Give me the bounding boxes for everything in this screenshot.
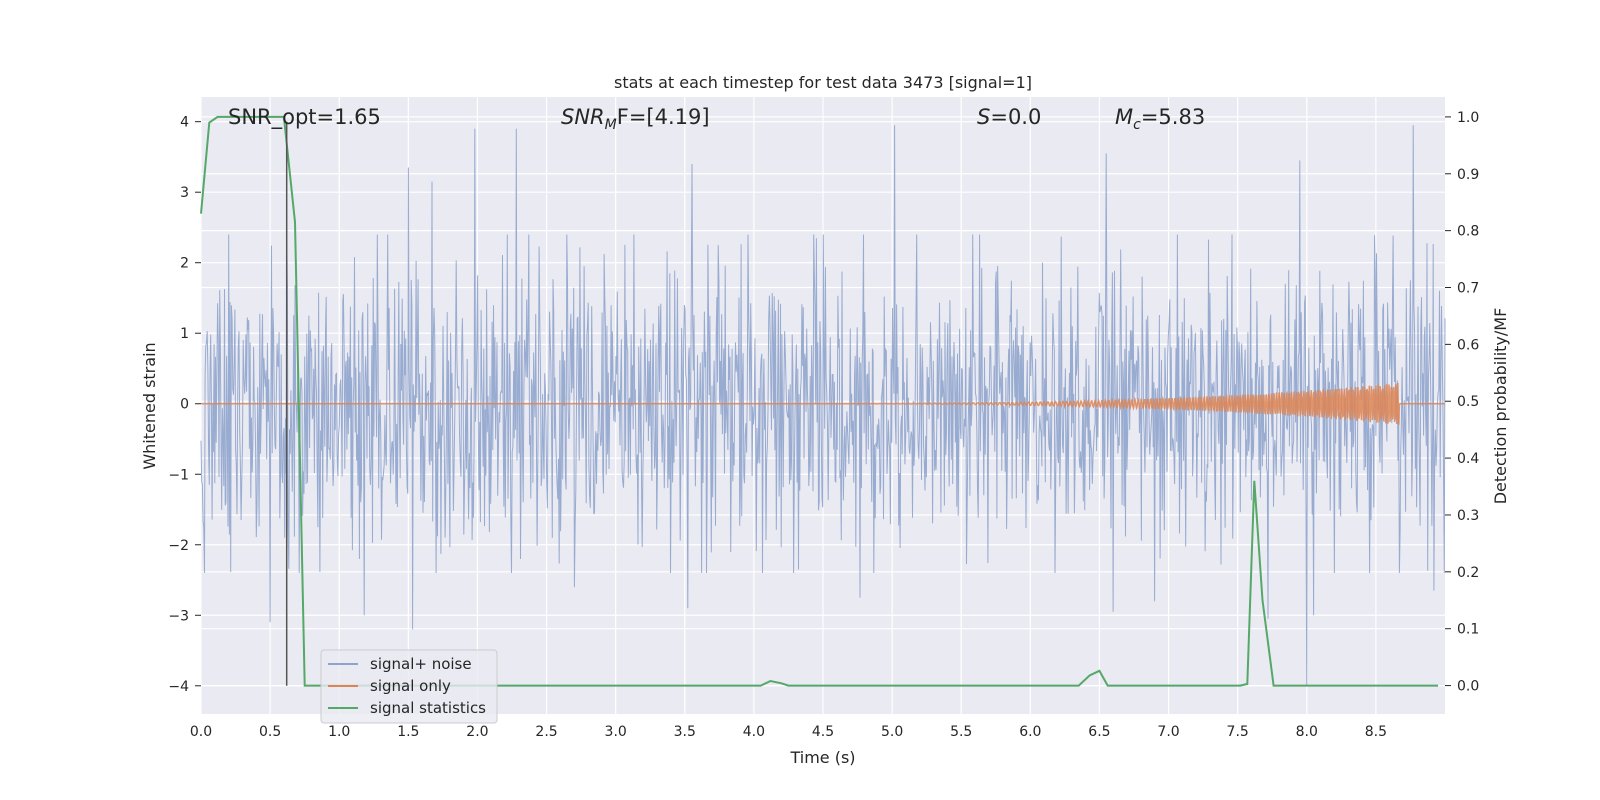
annotation-mc: Mc=5.83 (1115, 105, 1205, 133)
y2-tick-label: 0.4 (1457, 451, 1479, 467)
legend-label-signal-statistics: signal statistics (370, 699, 486, 717)
y2-axis-ticks: 0.0 0.1 0.2 0.3 0.4 0.5 0.6 0.7 0.8 0.9 1.0 (1445, 110, 1479, 695)
series-line-signal-statistics (200, 115, 1439, 687)
series-line-signal-only (201, 382, 1445, 425)
y-tick-label: 3 (180, 185, 189, 201)
x-tick-label: 0.5 (259, 724, 281, 740)
y-tick-label: −2 (168, 538, 189, 554)
y-axis-ticks: −4 −3 −2 −1 0 1 2 3 4 (168, 115, 201, 695)
y2-axis-label: Detection probability/MF (1491, 308, 1510, 505)
series-line-signal-plus-noise (200, 125, 1446, 686)
x-tick-label: 4.0 (743, 724, 765, 740)
y2-tick-label: 0.9 (1457, 167, 1479, 183)
x-tick-label: 4.5 (812, 724, 834, 740)
y2-tick-label: 0.1 (1457, 622, 1479, 638)
annotation-snr-opt: SNR_opt=1.65 (228, 105, 381, 130)
x-tick-label: 0.0 (190, 724, 212, 740)
x-tick-label: 3.5 (674, 724, 696, 740)
y2-tick-label: 0.2 (1457, 565, 1479, 581)
legend-label-signal-only: signal only (370, 677, 451, 695)
series-signal-only (201, 382, 1445, 425)
x-tick-label: 8.0 (1296, 724, 1318, 740)
y-tick-label: 4 (180, 115, 189, 131)
x-axis-label: Time (s) (789, 748, 855, 767)
x-tick-label: 2.5 (535, 724, 557, 740)
y-tick-label: −3 (168, 608, 189, 624)
y-tick-label: −4 (168, 679, 189, 695)
y-axis-label: Whitened strain (140, 342, 159, 469)
y-tick-label: 2 (180, 256, 189, 272)
series-signal-plus-noise (200, 125, 1446, 686)
x-tick-label: 7.5 (1227, 724, 1249, 740)
x-tick-label: 5.0 (881, 724, 903, 740)
legend: signal+ noise signal only signal statist… (320, 649, 498, 724)
x-tick-label: 6.0 (1019, 724, 1041, 740)
x-tick-label: 1.5 (397, 724, 419, 740)
y2-tick-label: 0.5 (1457, 394, 1479, 410)
x-tick-label: 2.0 (466, 724, 488, 740)
legend-box (320, 649, 498, 724)
y-tick-label: −1 (168, 467, 189, 483)
series-signal-statistics (200, 115, 1439, 687)
y2-tick-label: 0.0 (1457, 679, 1479, 695)
x-tick-label: 5.5 (950, 724, 972, 740)
y-tick-label: 0 (180, 397, 189, 413)
x-axis-ticks: 0.0 0.5 1.0 1.5 2.0 2.5 3.0 3.5 4.0 4.5 5.0 5.5 6.0 6… (190, 724, 1387, 740)
y2-tick-label: 1.0 (1457, 110, 1479, 126)
x-tick-label: 3.0 (605, 724, 627, 740)
x-tick-label: 7.0 (1157, 724, 1179, 740)
y2-tick-label: 0.8 (1457, 224, 1479, 240)
x-tick-label: 6.5 (1088, 724, 1110, 740)
x-tick-label: 8.5 (1365, 724, 1387, 740)
annotation-s: S=0.0 (977, 105, 1041, 129)
y2-tick-label: 0.7 (1457, 281, 1479, 297)
y2-tick-label: 0.3 (1457, 508, 1479, 524)
y-tick-label: 1 (180, 326, 189, 342)
legend-label-signal-plus-noise: signal+ noise (370, 655, 472, 673)
chart-title: stats at each timestep for test data 347… (614, 73, 1032, 92)
y2-tick-label: 0.6 (1457, 337, 1479, 353)
x-tick-label: 1.0 (328, 724, 350, 740)
annotation-snr-mf: SNRMF=[4.19] (561, 105, 710, 133)
